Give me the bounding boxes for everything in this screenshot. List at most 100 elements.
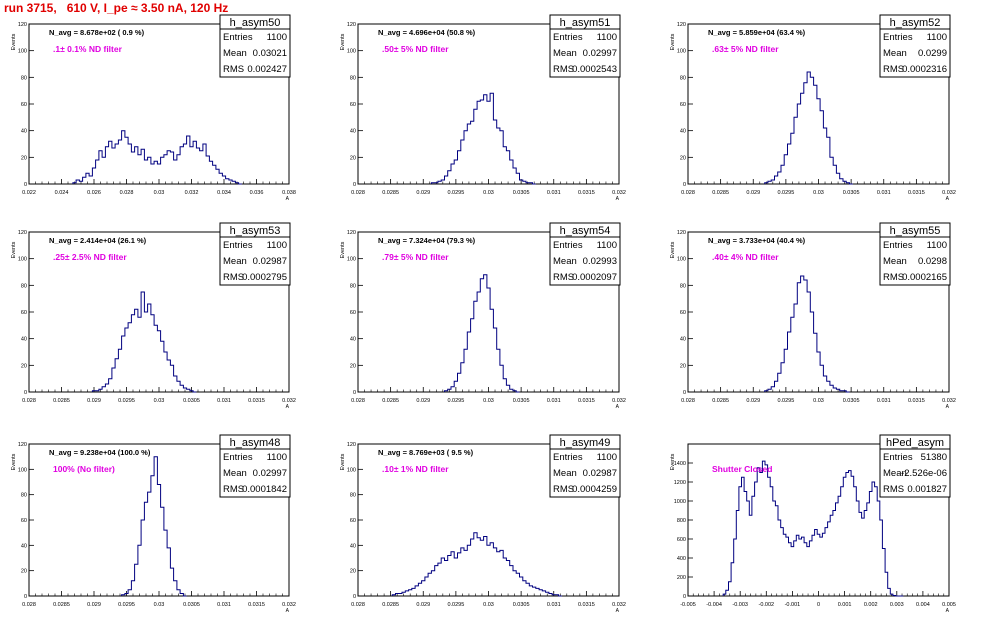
histogram-line [430, 92, 536, 185]
y-tick-label: 1000 [674, 499, 686, 505]
stats-rms-label: RMS [883, 484, 904, 495]
x-tick-label: 0.0295 [447, 190, 464, 196]
stats-rms-value: 0.0002795 [242, 272, 287, 283]
x-tick-label: 0.029 [87, 398, 101, 404]
x-tick-label: 0.0295 [118, 398, 135, 404]
filter-label: .1± 0.1% ND filter [53, 44, 123, 54]
x-tick-label: 0.028 [681, 190, 695, 196]
y-tick-label: 0 [353, 594, 356, 600]
stats-rms-value: 0.0004259 [572, 484, 617, 495]
x-tick-label: 0.001 [838, 602, 852, 608]
y-axis-label: Events [670, 33, 676, 50]
histogram-name: h_asym53 [230, 225, 281, 237]
filter-label: Shutter Closed [712, 464, 772, 474]
y-tick-label: 40 [21, 129, 27, 135]
y-tick-label: 20 [350, 155, 356, 161]
y-tick-label: 0 [353, 390, 356, 396]
y-tick-label: 100 [18, 257, 27, 263]
stats-rms-label: RMS [883, 64, 904, 75]
stats-rms-value: 0.002427 [247, 64, 287, 75]
y-tick-label: 20 [680, 363, 686, 369]
y-tick-label: 20 [350, 363, 356, 369]
y-tick-label: 100 [677, 49, 686, 55]
stats-mean-value: -2.526e-06 [901, 468, 947, 479]
histogram-name: h_asym48 [230, 437, 281, 449]
y-tick-label: 120 [18, 230, 27, 236]
x-tick-label: 0.031 [217, 398, 231, 404]
x-tick-label: 0.03 [813, 190, 824, 196]
stats-entries-label: Entries [883, 452, 913, 463]
histogram-line [722, 460, 904, 597]
stats-entries-label: Entries [223, 32, 253, 43]
y-axis-label: Events [11, 33, 17, 50]
x-tick-label: 0.0285 [382, 398, 399, 404]
stats-entries-label: Entries [223, 452, 253, 463]
x-tick-label: 0.028 [351, 190, 365, 196]
x-tick-label: 0.002 [864, 602, 878, 608]
stats-box [219, 222, 291, 286]
x-tick-label: -0.003 [732, 602, 748, 608]
navg-label: N_avg = 8.678e+02 ( 0.9 %) [49, 28, 145, 37]
x-tick-label: 0.031 [547, 398, 561, 404]
x-tick-label: 0.031 [877, 398, 891, 404]
y-axis-label: Events [670, 453, 676, 470]
x-tick-label: 0.03 [483, 398, 494, 404]
filter-label: .63± 5% ND filter [712, 44, 779, 54]
filter-label: 100% (No filter) [53, 464, 115, 474]
filter-label: .50± 5% ND filter [382, 44, 449, 54]
x-tick-label: 0.028 [351, 602, 365, 608]
x-tick-label: 0.032 [282, 602, 296, 608]
x-tick-label: 0.031 [877, 190, 891, 196]
x-tick-label: 0.03 [483, 190, 494, 196]
x-tick-label: 0.03 [813, 398, 824, 404]
y-tick-label: 60 [21, 310, 27, 316]
y-tick-label: 120 [347, 230, 356, 236]
x-axis-label: A [946, 608, 950, 614]
navg-label: N_avg = 9.238e+04 (100.0 %) [49, 448, 151, 457]
y-tick-label: 80 [350, 75, 356, 81]
x-tick-label: 0.0295 [118, 602, 135, 608]
y-tick-label: 80 [21, 493, 27, 499]
stats-mean-value: 0.02987 [253, 256, 287, 267]
stats-rms-value: 0.0002165 [902, 272, 947, 283]
filter-label: .10± 1% ND filter [382, 464, 449, 474]
stats-rms-label: RMS [553, 272, 574, 283]
x-tick-label: 0.03 [483, 602, 494, 608]
x-tick-label: 0.032 [612, 602, 626, 608]
x-tick-label: 0.028 [22, 602, 36, 608]
x-tick-label: -0.005 [680, 602, 696, 608]
stats-entries-value: 1100 [267, 32, 287, 43]
x-tick-label: 0.028 [681, 398, 695, 404]
x-tick-label: 0.032 [942, 398, 956, 404]
histogram-line [72, 130, 242, 185]
histogram-line [444, 274, 520, 393]
x-tick-label: 0.0285 [53, 602, 70, 608]
navg-label: N_avg = 5.859e+04 (63.4 %) [708, 28, 806, 37]
y-axis-label: Events [340, 453, 346, 470]
x-tick-label: 0.0305 [843, 398, 860, 404]
x-tick-label: 0.031 [217, 602, 231, 608]
x-tick-label: 0.026 [87, 190, 101, 196]
x-tick-label: 0.0295 [447, 398, 464, 404]
histogram-line [121, 456, 187, 597]
y-tick-label: 120 [677, 230, 686, 236]
navg-label: N_avg = 7.324e+04 (79.3 %) [378, 236, 476, 245]
y-axis-label: Events [340, 241, 346, 258]
stats-entries-value: 1100 [927, 240, 947, 251]
y-tick-label: 60 [21, 102, 27, 108]
histogram-panel-h_asym51: 0.028 0.0285 0.029 0.0295 0.03 0.0305 0.031 0.0… [340, 14, 626, 202]
x-tick-label: 0.0285 [712, 190, 729, 196]
stats-box [879, 14, 951, 78]
x-tick-label: 0.032 [612, 398, 626, 404]
histogram-panel-h_asym53: 0.028 0.0285 0.029 0.0295 0.03 0.0305 0.031 0.0… [11, 222, 296, 410]
x-tick-label: 0.0285 [382, 602, 399, 608]
navg-label: N_avg = 3.733e+04 (40.4 %) [708, 236, 806, 245]
filter-label: .79± 5% ND filter [382, 252, 449, 262]
stats-box [879, 222, 951, 286]
y-tick-label: 40 [21, 337, 27, 343]
filter-label: .25± 2.5% ND filter [53, 252, 127, 262]
stats-rms-label: RMS [553, 64, 574, 75]
y-axis-label: Events [340, 33, 346, 50]
stats-entries-value: 1100 [597, 452, 617, 463]
